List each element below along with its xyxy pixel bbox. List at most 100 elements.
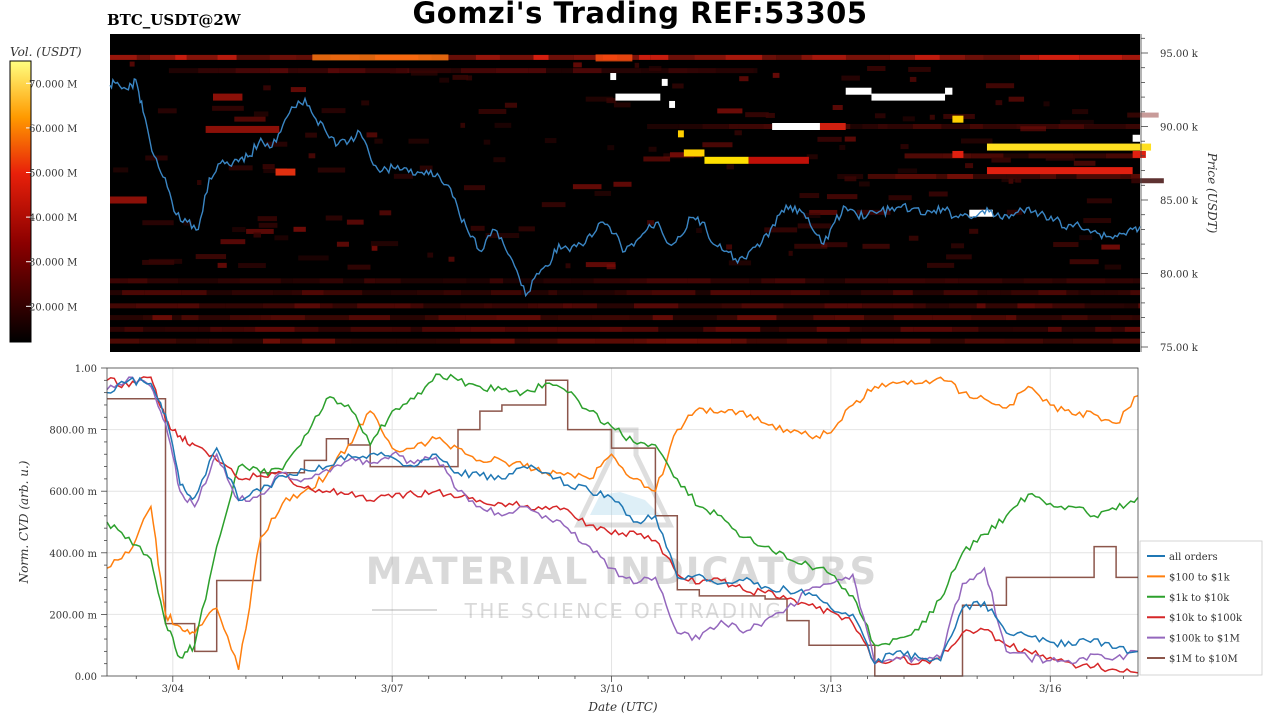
liquidity-band-cell bbox=[206, 290, 232, 296]
liquidity-wall bbox=[205, 125, 280, 133]
cvd-y-tick-label: 0.00 bbox=[75, 672, 97, 683]
liquidity-cell bbox=[325, 215, 343, 221]
liquidity-cell bbox=[113, 167, 129, 173]
liquidity-band-cell bbox=[1038, 54, 1080, 60]
cvd-line-s1k_10k bbox=[106, 373, 1139, 659]
liquidity-band-cell bbox=[737, 315, 777, 321]
liquidity-cell bbox=[1045, 155, 1075, 161]
liquidity-band-cell bbox=[280, 338, 303, 344]
liquidity-cell bbox=[263, 168, 287, 174]
liquidity-band-cell bbox=[546, 68, 562, 74]
liquidity-cell bbox=[927, 262, 955, 268]
liquidity-cell bbox=[969, 228, 979, 234]
liquidity-cell bbox=[844, 136, 856, 142]
legend: all orders $100 to $1k $1k to $10k $10k to … bbox=[1139, 540, 1263, 676]
heatmap-background bbox=[110, 34, 1140, 352]
liquidity-cell bbox=[217, 262, 227, 268]
price-tick-label: 95.00 k bbox=[1160, 49, 1199, 60]
liquidity-band-cell bbox=[1039, 173, 1057, 179]
liquidity-wall bbox=[819, 123, 846, 130]
liquidity-cell bbox=[788, 250, 793, 256]
liquidity-band-cell bbox=[738, 124, 764, 129]
cvd-y-tick-label: 200.00 m bbox=[49, 610, 97, 621]
liquidity-cell bbox=[797, 223, 832, 229]
liquidity-band-cell bbox=[503, 278, 544, 284]
liquidity-band-cell bbox=[301, 290, 324, 296]
liquidity-band-cell bbox=[904, 153, 943, 159]
liquidity-cell bbox=[928, 191, 948, 197]
liquidity-band-cell bbox=[496, 315, 541, 321]
liquidity-band-cell bbox=[1066, 290, 1079, 296]
liquidity-band-cell bbox=[492, 303, 528, 309]
liquidity-band-cell bbox=[499, 54, 534, 60]
liquidity-band-cell bbox=[1132, 315, 1140, 321]
liquidity-band-cell bbox=[641, 68, 669, 74]
liquidity-band-cell bbox=[280, 278, 293, 284]
liquidity-band-cell bbox=[1019, 54, 1039, 60]
heatmap-panel: 75.00 k 80.00 k 85.00 k 90.00 k 95.00 k Pric… bbox=[109, 34, 1219, 354]
liquidity-band-cell bbox=[710, 278, 750, 284]
liquidity-cell bbox=[427, 252, 434, 258]
liquidity-cell bbox=[648, 146, 657, 152]
liquidity-cell bbox=[585, 262, 616, 268]
liquidity-band-cell bbox=[110, 326, 125, 332]
liquidity-band-cell bbox=[820, 290, 830, 296]
liquidity-cell bbox=[371, 245, 378, 251]
liquidity-band-cell bbox=[958, 278, 1003, 284]
liquidity-band-cell bbox=[572, 303, 597, 309]
liquidity-band-cell bbox=[1084, 124, 1126, 129]
cvd-y-tick-label: 800.00 m bbox=[49, 426, 97, 437]
liquidity-cell bbox=[1001, 177, 1018, 183]
liquidity-band-cell bbox=[454, 326, 471, 332]
liquidity-band-cell bbox=[292, 278, 320, 284]
colorbar-label: Vol. (USDT) bbox=[10, 45, 82, 59]
liquidity-band-cell bbox=[892, 303, 914, 309]
liquidity-band-cell bbox=[668, 68, 688, 74]
liquidity-cell bbox=[613, 181, 632, 187]
watermark-title: MATERIAL INDICATORS bbox=[366, 550, 878, 593]
liquidity-cell bbox=[493, 157, 506, 163]
liquidity-band-cell bbox=[332, 303, 358, 309]
liquidity-cell bbox=[541, 202, 566, 208]
liquidity-band-cell bbox=[195, 338, 209, 344]
liquidity-band-cell bbox=[1076, 173, 1121, 179]
liquidity-band-cell bbox=[786, 338, 828, 344]
liquidity-band-cell bbox=[514, 338, 530, 344]
liquidity-band-cell bbox=[222, 326, 244, 332]
liquidity-band-cell bbox=[365, 68, 396, 74]
liquidity-band-cell bbox=[1090, 290, 1105, 296]
liquidity-wall bbox=[1132, 134, 1146, 142]
liquidity-band-cell bbox=[217, 278, 240, 284]
liquidity-wall bbox=[615, 93, 661, 101]
liquidity-band-cell bbox=[1034, 303, 1053, 309]
liquidity-bands bbox=[110, 54, 1164, 344]
cvd-frame bbox=[106, 367, 1139, 677]
liquidity-cell bbox=[821, 242, 848, 248]
cvd-x-tick-label: 3/04 bbox=[162, 684, 184, 695]
liquidity-band-cell bbox=[889, 54, 915, 60]
liquidity-band-cell bbox=[756, 338, 787, 344]
liquidity-band-cell bbox=[400, 278, 443, 284]
legend-label: $100 to $1k bbox=[1169, 572, 1231, 583]
cvd-series bbox=[106, 373, 1139, 677]
liquidity-band-cell bbox=[390, 315, 425, 321]
liquidity-band-cell bbox=[1133, 278, 1140, 284]
liquidity-band-cell bbox=[860, 338, 894, 344]
liquidity-band-cell bbox=[813, 315, 835, 321]
cvd-plot-area bbox=[107, 368, 1138, 676]
liquidity-band-cell bbox=[731, 338, 747, 344]
colorbar-tick-label: 40.000 M bbox=[29, 213, 77, 224]
liquidity-cell bbox=[460, 122, 466, 128]
liquidity-band-cell bbox=[593, 278, 630, 284]
liquidity-band-cell bbox=[913, 303, 926, 309]
liquidity-band-cell bbox=[124, 326, 144, 332]
liquidity-band-cell bbox=[1004, 338, 1044, 344]
liquidity-cell bbox=[739, 76, 749, 82]
liquidity-band-cell bbox=[172, 315, 182, 321]
cvd-x-tick-label: 3/16 bbox=[1039, 684, 1061, 695]
liquidity-band-cell bbox=[135, 303, 178, 309]
liquidity-band-cell bbox=[983, 54, 1020, 60]
liquidity-band-cell bbox=[932, 315, 972, 321]
liquidity-band-cell bbox=[521, 290, 549, 296]
liquidity-band-cell bbox=[231, 290, 274, 296]
